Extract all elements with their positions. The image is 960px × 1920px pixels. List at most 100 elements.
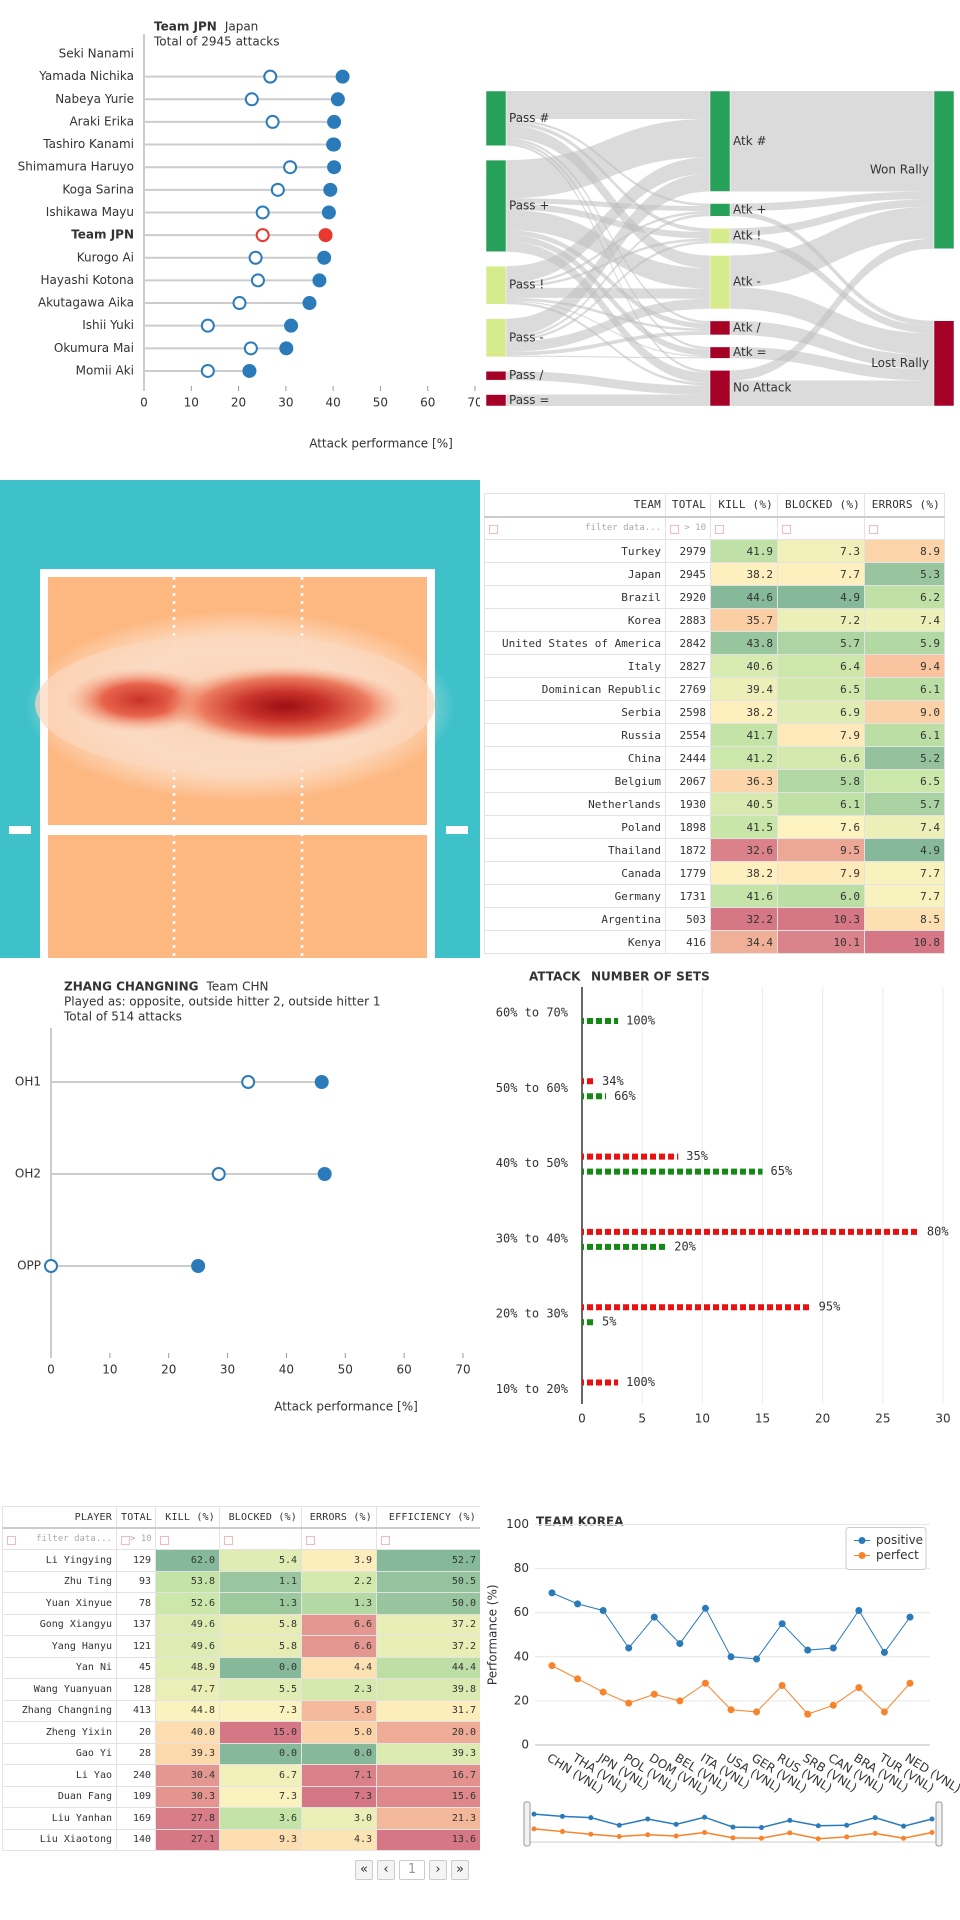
heat-cell: 5.0 bbox=[301, 1721, 377, 1744]
column-header[interactable]: KILL (%) bbox=[710, 493, 778, 518]
table-cell: Duan Fang bbox=[2, 1785, 117, 1808]
table-cell: 2554 bbox=[665, 723, 711, 747]
filter-input[interactable]: filter data... bbox=[36, 1533, 112, 1544]
heat-cell: 5.8 bbox=[777, 769, 865, 793]
table-cell: 109 bbox=[116, 1785, 156, 1808]
filter-cell[interactable] bbox=[301, 1527, 377, 1550]
heat-cell: 38.2 bbox=[710, 562, 778, 586]
filter-cell[interactable]: > 10 bbox=[116, 1527, 156, 1550]
flow bbox=[506, 355, 710, 359]
filter-cell[interactable] bbox=[710, 516, 778, 540]
node-label: Atk / bbox=[733, 320, 761, 334]
column-header[interactable]: KILL (%) bbox=[155, 1506, 220, 1529]
navigator-handle[interactable] bbox=[935, 1801, 943, 1847]
column-header[interactable]: BLOCKED (%) bbox=[219, 1506, 302, 1529]
x-tick-label: 30 bbox=[935, 1412, 950, 1426]
x-tick-label: 20 bbox=[231, 396, 246, 410]
node bbox=[709, 203, 731, 217]
table-cell: Gong Xiangyu bbox=[2, 1613, 117, 1636]
point bbox=[844, 1822, 850, 1828]
filter-cell[interactable] bbox=[155, 1527, 220, 1550]
flow bbox=[730, 320, 934, 370]
filter-input[interactable]: > 10 bbox=[130, 1533, 152, 1544]
page-button[interactable]: » bbox=[451, 1860, 469, 1880]
table-cell: United States of America bbox=[484, 631, 666, 655]
filter-cell[interactable]: filter data... bbox=[2, 1527, 117, 1550]
column-header[interactable]: ERRORS (%) bbox=[301, 1506, 377, 1529]
heat-cell: 7.4 bbox=[864, 815, 945, 839]
point bbox=[815, 1823, 821, 1829]
flow bbox=[730, 287, 934, 356]
category-label: Hayashi Kotona bbox=[41, 273, 134, 287]
column-header[interactable]: ERRORS (%) bbox=[864, 493, 945, 518]
filter-input[interactable]: filter data... bbox=[585, 522, 661, 533]
point bbox=[872, 1830, 878, 1836]
heat-cell: 6.7 bbox=[219, 1764, 302, 1787]
column-header[interactable]: BLOCKED (%) bbox=[777, 493, 865, 518]
table-cell: Zhang Changning bbox=[2, 1699, 117, 1722]
heat-cell: 9.5 bbox=[777, 838, 865, 862]
heat-cell: 15.0 bbox=[219, 1721, 302, 1744]
x-tick-label: 70 bbox=[455, 1363, 470, 1377]
table-row: Liu Yanhan 169 27.8 3.6 3.0 21.3 bbox=[2, 1807, 480, 1830]
heat-cell: 49.6 bbox=[155, 1635, 220, 1658]
category-label: 30% to 40% bbox=[496, 1231, 569, 1245]
column-header[interactable]: EFFICIENCY (%) bbox=[376, 1506, 480, 1529]
x-tick-label: 5 bbox=[638, 1412, 646, 1426]
filter-cell[interactable] bbox=[777, 516, 865, 540]
column-header[interactable]: TEAM bbox=[484, 493, 666, 518]
table-row: Yuan Xinyue 78 52.6 1.3 1.3 50.0 bbox=[2, 1592, 480, 1615]
category-label: Tashiro Kanami bbox=[42, 137, 134, 151]
column-header[interactable]: TOTAL bbox=[116, 1506, 156, 1529]
filter-toggle bbox=[160, 1535, 169, 1545]
filter-cell[interactable]: filter data... bbox=[484, 516, 666, 540]
heat-cell: 38.2 bbox=[710, 861, 778, 885]
x-tick-label: 20 bbox=[161, 1363, 176, 1377]
column-header[interactable]: TOTAL bbox=[665, 493, 711, 518]
page-button[interactable]: « bbox=[355, 1860, 373, 1880]
filter-cell[interactable] bbox=[376, 1527, 480, 1550]
heat-cell: 1.1 bbox=[219, 1570, 302, 1593]
page-button[interactable]: ‹ bbox=[377, 1860, 395, 1880]
node bbox=[709, 90, 731, 192]
table-row: Russia 2554 41.7 7.9 6.1 bbox=[484, 723, 945, 747]
column-header[interactable]: PLAYER bbox=[2, 1506, 117, 1529]
table-cell: Kenya bbox=[484, 930, 666, 954]
point bbox=[727, 1653, 735, 1661]
table-row: Germany 1731 41.6 6.0 7.7 bbox=[484, 884, 945, 908]
heat-cell: 9.4 bbox=[864, 654, 945, 678]
page-button[interactable]: › bbox=[429, 1860, 447, 1880]
line bbox=[551, 1592, 911, 1660]
point bbox=[616, 1833, 622, 1839]
heat-cell: 7.7 bbox=[777, 562, 865, 586]
heat-cell: 52.7 bbox=[376, 1549, 480, 1572]
point bbox=[548, 1662, 556, 1670]
heat-cell: 39.3 bbox=[376, 1742, 480, 1765]
navigator-handle[interactable] bbox=[523, 1801, 531, 1847]
node bbox=[709, 346, 731, 359]
point bbox=[855, 1684, 863, 1692]
table-row: Thailand 1872 32.6 9.5 4.9 bbox=[484, 838, 945, 862]
y-tick-label: 40 bbox=[514, 1649, 529, 1663]
filter-cell[interactable]: > 10 bbox=[665, 516, 711, 540]
filled-marker bbox=[327, 160, 342, 175]
node-label: Pass = bbox=[509, 393, 549, 407]
node-label: Atk ! bbox=[733, 228, 761, 242]
node-label: Pass / bbox=[509, 368, 544, 382]
open-marker bbox=[243, 341, 258, 356]
table-cell: 2945 bbox=[665, 562, 711, 586]
table-cell: Yan Ni bbox=[2, 1656, 117, 1679]
point bbox=[574, 1675, 582, 1683]
filled-marker bbox=[312, 273, 327, 288]
filter-input[interactable]: > 10 bbox=[684, 522, 706, 533]
category-label: 40% to 50% bbox=[496, 1156, 569, 1170]
point bbox=[673, 1833, 679, 1839]
y-tick-label: 60 bbox=[514, 1605, 529, 1619]
filter-cell[interactable] bbox=[219, 1527, 302, 1550]
filter-cell[interactable] bbox=[864, 516, 945, 540]
antenna bbox=[446, 826, 468, 834]
page-button[interactable]: 1 bbox=[399, 1860, 425, 1880]
panel-sets: ATTACK NUMBER OF SETS 0 5 10 15 20 25 30 60% to 7… bbox=[480, 967, 960, 1437]
panel-heatmap bbox=[0, 480, 480, 958]
heat-cell: 7.3 bbox=[777, 539, 865, 563]
